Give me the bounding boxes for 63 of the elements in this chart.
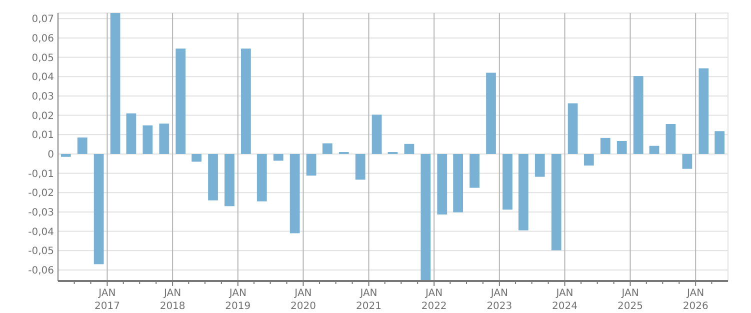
x-tick-label: JAN 2026 [682, 288, 708, 312]
bar [584, 154, 594, 166]
bar [666, 124, 676, 154]
bar [273, 154, 284, 161]
x-tick-label: JAN 2018 [160, 288, 186, 312]
y-tick-label: -0,04 [28, 226, 54, 238]
y-tick-label: -0,02 [28, 188, 54, 200]
x-tick-label: JAN 2025 [618, 288, 643, 312]
y-tick-label: -0,05 [28, 246, 54, 258]
bar [633, 76, 644, 154]
y-tick-label: 0 [48, 149, 54, 160]
x-tick-label: JAN 2021 [356, 288, 382, 312]
bar [241, 48, 251, 154]
y-tick-label: -0,06 [28, 265, 54, 276]
bar [470, 154, 480, 188]
bar [159, 124, 170, 154]
y-tick-label: 0,01 [32, 130, 54, 142]
bar [518, 154, 528, 230]
bar [714, 131, 725, 154]
bar [94, 154, 104, 264]
bar [551, 154, 562, 250]
x-tick-label: JAN 2023 [486, 288, 512, 312]
bar [306, 154, 316, 176]
x-tick-label: JAN 2020 [290, 288, 316, 312]
bar [322, 143, 332, 154]
y-tick-label: 0,02 [32, 110, 54, 122]
y-tick-label: 0,03 [32, 91, 54, 102]
bar [77, 138, 88, 154]
bar [192, 154, 202, 162]
bar [616, 141, 627, 154]
bar [568, 103, 578, 154]
y-tick-label: -0,01 [28, 168, 54, 180]
bar [355, 154, 366, 180]
bar [534, 154, 545, 177]
bar [372, 114, 382, 154]
x-tick-label: JAN 2019 [225, 288, 251, 312]
bar [486, 72, 496, 154]
bar [224, 154, 234, 206]
y-tick-label: 0,06 [32, 33, 54, 44]
bar [600, 138, 610, 154]
y-tick-label: -0,03 [28, 207, 54, 218]
bar [502, 154, 512, 210]
bar [437, 154, 448, 214]
bar [698, 68, 709, 154]
bar [110, 13, 120, 154]
y-tick-label: 0,07 [32, 14, 54, 26]
y-tick-label: 0,05 [32, 52, 54, 64]
bar [682, 154, 692, 169]
bar [208, 154, 218, 200]
x-tick-label: JAN 2024 [552, 288, 578, 312]
bar [404, 144, 414, 154]
bar [420, 154, 431, 281]
bar [60, 154, 71, 157]
bar [649, 146, 660, 154]
bar [290, 154, 300, 234]
x-tick-label: JAN 2022 [421, 288, 447, 312]
bar [176, 48, 186, 154]
bar [126, 113, 136, 154]
x-tick-label: JAN 2017 [94, 288, 120, 312]
bar [142, 125, 153, 154]
y-tick-label: 0,04 [32, 72, 54, 84]
bar [256, 154, 267, 202]
bar [453, 154, 464, 212]
